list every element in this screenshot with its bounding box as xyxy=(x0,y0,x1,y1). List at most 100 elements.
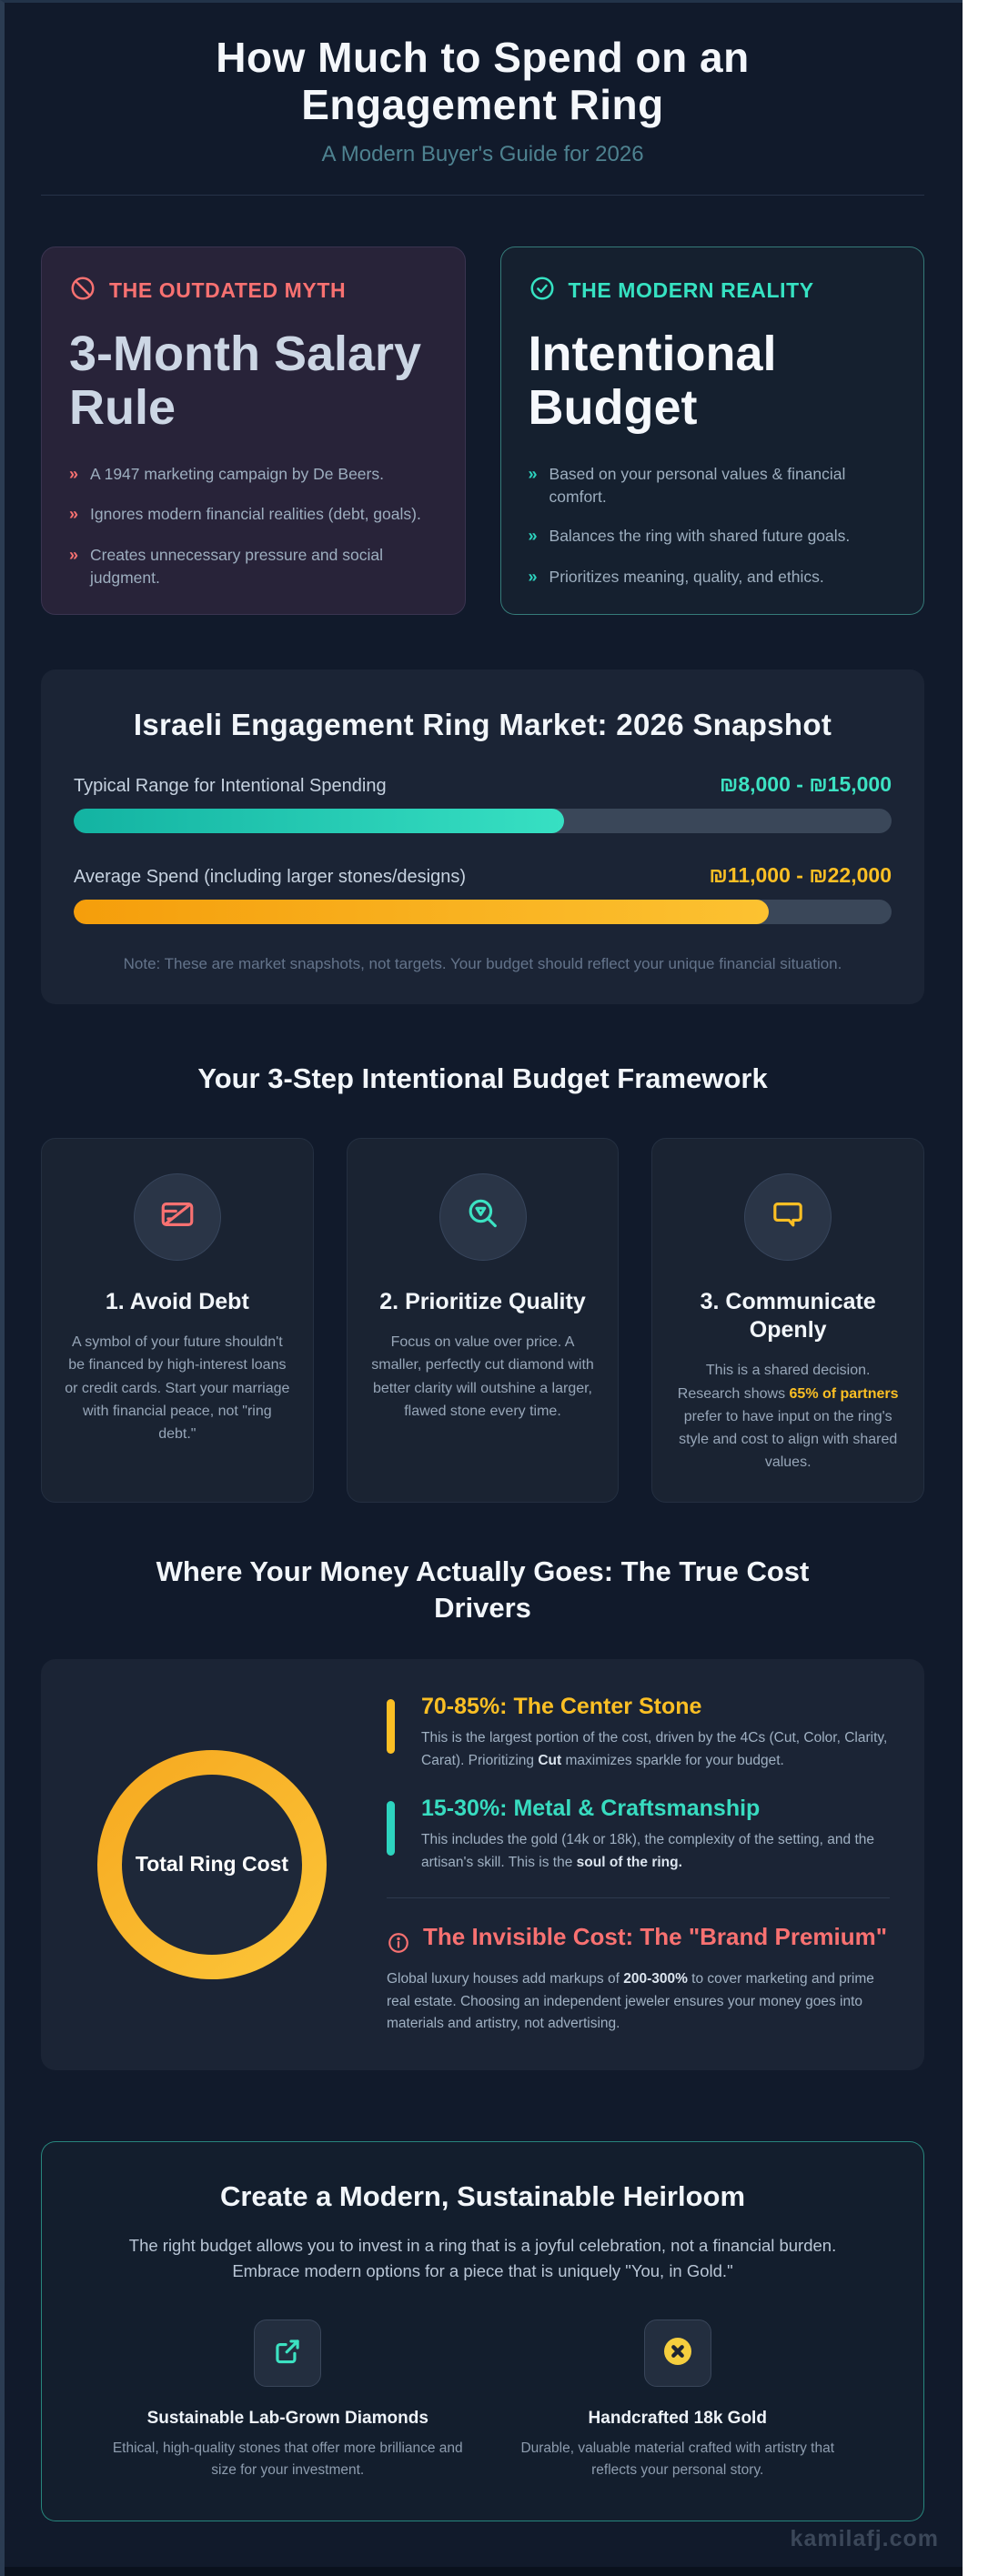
step-title: 1. Avoid Debt xyxy=(105,1288,249,1314)
cost-body-text: Global luxury houses add markups of xyxy=(387,1971,624,1987)
cost-body-text: This includes the gold (14k or 18k), the… xyxy=(421,1832,874,1870)
myth-card-label: THE OUTDATED MYTH xyxy=(109,278,347,303)
page-title-line1: How Much to Spend on an xyxy=(216,34,750,81)
myth-vs-reality-row: THE OUTDATED MYTH 3-Month Salary Rule » … xyxy=(41,246,924,616)
reality-bullet-list: » Based on your personal values & financ… xyxy=(529,463,897,589)
step-card-avoid-debt: 1. Avoid Debt A symbol of your future sh… xyxy=(41,1137,314,1503)
brand-premium-header: The Invisible Cost: The "Brand Premium" xyxy=(387,1922,890,1959)
feature-icon-tile xyxy=(643,2319,711,2388)
reality-card-label: THE MODERN REALITY xyxy=(568,278,814,303)
list-item: » A 1947 marketing campaign by De Beers. xyxy=(69,463,438,487)
cost-item-brand-premium: The Invisible Cost: The "Brand Premium" … xyxy=(387,1922,890,2035)
cost-body-bold: Cut xyxy=(538,1752,562,1768)
feature-lab-grown-diamonds: Sustainable Lab-Grown Diamonds Ethical, … xyxy=(93,2319,483,2480)
feature-title: Handcrafted 18k Gold xyxy=(588,2409,767,2429)
step-body-text: This is a shared decision. Research show… xyxy=(677,1363,871,1402)
bullet-text: Based on your personal values & financia… xyxy=(549,464,846,506)
bullet-text: Creates unnecessary pressure and social … xyxy=(90,545,383,587)
step-icon-circle xyxy=(744,1172,832,1261)
bar-head: Typical Range for Intentional Spending ₪… xyxy=(74,772,892,797)
cost-item-body: This is the largest portion of the cost,… xyxy=(421,1727,890,1772)
progress-fill-amber xyxy=(74,900,770,925)
progress-track xyxy=(74,809,892,834)
progress-fill-teal xyxy=(74,809,565,834)
donut-chart-wrap: Total Ring Cost xyxy=(76,1749,348,1979)
amber-bar-marker xyxy=(387,1699,395,1755)
market-snapshot-panel: Israeli Engagement Ring Market: 2026 Sna… xyxy=(41,669,924,1005)
magnifier-diamond-icon xyxy=(464,1195,502,1238)
chevrons-right-icon: » xyxy=(528,464,538,483)
feature-icon-tile xyxy=(254,2319,322,2388)
myth-card-header: THE OUTDATED MYTH xyxy=(69,275,438,307)
myth-bullet-list: » A 1947 marketing campaign by De Beers.… xyxy=(69,463,438,589)
heirloom-paragraph: The right budget allows you to invest in… xyxy=(128,2235,837,2280)
chat-bubble-icon xyxy=(769,1195,807,1238)
step-icon-circle xyxy=(439,1172,527,1261)
bullet-text: Ignores modern financial realities (debt… xyxy=(90,505,421,524)
heirloom-features-row: Sustainable Lab-Grown Diamonds Ethical, … xyxy=(93,2319,872,2480)
page-subtitle: A Modern Buyer's Guide for 2026 xyxy=(321,141,644,166)
step-body-text: prefer to have input on the ring's style… xyxy=(679,1408,898,1471)
heirloom-heading: Create a Modern, Sustainable Heirloom xyxy=(219,2179,746,2212)
outdated-myth-card: THE OUTDATED MYTH 3-Month Salary Rule » … xyxy=(41,246,466,616)
bar-row-typical-range: Typical Range for Intentional Spending ₪… xyxy=(74,772,892,834)
bar-row-average-spend: Average Spend (including larger stones/d… xyxy=(74,863,892,925)
bar-label: Average Spend (including larger stones/d… xyxy=(74,867,467,888)
step-body: This is a shared decision. Research show… xyxy=(674,1359,902,1474)
page-title: How Much to Spend on an Engagement Ring xyxy=(41,34,924,129)
bar-value: ₪8,000 - ₪15,000 xyxy=(720,772,892,797)
chevrons-right-icon: » xyxy=(69,464,79,483)
bar-head: Average Spend (including larger stones/d… xyxy=(74,863,892,888)
snapshot-note: Note: These are market snapshots, not ta… xyxy=(123,955,842,973)
cost-item-metal-craftsmanship: 15-30%: Metal & Craftsmanship This inclu… xyxy=(387,1796,890,1874)
modern-reality-card: THE MODERN REALITY Intentional Budget » … xyxy=(499,246,924,616)
bullet-text: Balances the ring with shared future goa… xyxy=(549,527,851,546)
chevrons-right-icon: » xyxy=(528,527,538,546)
myth-card-title: 3-Month Salary Rule xyxy=(69,326,422,436)
framework-heading: Your 3-Step Intentional Budget Framework xyxy=(197,1062,768,1095)
feature-handcrafted-gold: Handcrafted 18k Gold Durable, valuable m… xyxy=(483,2319,873,2480)
reality-card-title: Intentional Budget xyxy=(528,326,777,436)
step-card-prioritize-quality: 2. Prioritize Quality Focus on value ove… xyxy=(346,1137,620,1503)
cost-body-bold: soul of the ring. xyxy=(576,1854,682,1870)
list-item: » Based on your personal values & financ… xyxy=(529,463,897,508)
cost-body-text: maximizes sparkle for your budget. xyxy=(561,1752,784,1768)
step-body: Focus on value over price. A smaller, pe… xyxy=(371,1333,594,1419)
chevrons-right-icon: » xyxy=(69,505,79,524)
donut-hole xyxy=(122,1774,302,1955)
heirloom-panel: Create a Modern, Sustainable Heirloom Th… xyxy=(41,2140,924,2521)
page-title-line2: Engagement Ring xyxy=(301,81,664,129)
list-item: » Balances the ring with shared future g… xyxy=(529,525,897,548)
list-item: » Ignores modern financial realities (de… xyxy=(69,503,438,527)
cost-item-title: The Invisible Cost: The "Brand Premium" xyxy=(423,1923,888,1951)
cost-item-body: This includes the gold (14k or 18k), the… xyxy=(421,1829,890,1874)
step-body: A symbol of your future shouldn't be fin… xyxy=(65,1333,290,1443)
feature-body: Ethical, high-quality stones that offer … xyxy=(112,2440,463,2478)
check-circle-icon xyxy=(529,275,556,307)
step-card-communicate-openly: 3. Communicate Openly This is a shared d… xyxy=(651,1137,925,1503)
credit-card-slash-icon xyxy=(158,1195,197,1238)
bullet-text: Prioritizes meaning, quality, and ethics… xyxy=(549,567,824,586)
header-divider xyxy=(41,194,924,196)
step-title: 3. Communicate Openly xyxy=(700,1288,876,1343)
step-body-highlight: 65% of partners xyxy=(789,1385,899,1402)
teal-bar-marker xyxy=(387,1801,395,1857)
reality-card-header: THE MODERN REALITY xyxy=(529,275,897,307)
bar-value: ₪11,000 - ₪22,000 xyxy=(709,863,892,888)
step-icon-circle xyxy=(133,1172,221,1261)
list-item: » Creates unnecessary pressure and socia… xyxy=(69,544,438,589)
cost-drivers-panel: Total Ring Cost 70-85%: The Center Stone… xyxy=(41,1659,924,2070)
feature-title: Sustainable Lab-Grown Diamonds xyxy=(146,2409,428,2429)
chevrons-right-icon: » xyxy=(69,545,79,564)
external-link-icon xyxy=(270,2334,305,2373)
cost-body-bold: 200-300% xyxy=(623,1971,688,1987)
feature-body: Durable, valuable material crafted with … xyxy=(520,2440,835,2478)
cost-item-center-stone: 70-85%: The Center Stone This is the lar… xyxy=(387,1694,890,1772)
bar-label: Typical Range for Intentional Spending xyxy=(74,776,387,797)
framework-steps-row: 1. Avoid Debt A symbol of your future sh… xyxy=(41,1137,925,1503)
bullet-text: A 1947 marketing campaign by De Beers. xyxy=(90,464,384,483)
list-item: » Prioritizes meaning, quality, and ethi… xyxy=(529,566,897,589)
donut-center-label: Total Ring Cost xyxy=(135,1852,289,1877)
x-circle-icon xyxy=(660,2333,696,2374)
cost-items-column: 70-85%: The Center Stone This is the lar… xyxy=(387,1694,890,2035)
